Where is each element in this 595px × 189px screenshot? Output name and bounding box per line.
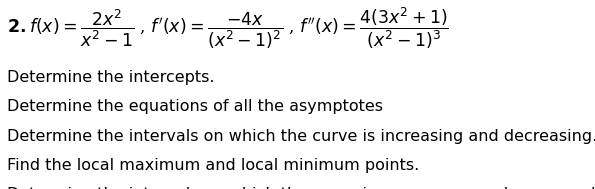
Text: Determine the intervals on which the curve is concave up and concave down.: Determine the intervals on which the cur… bbox=[7, 187, 595, 189]
Text: Determine the intervals on which the curve is increasing and decreasing.: Determine the intervals on which the cur… bbox=[7, 129, 595, 143]
Text: Determine the intercepts.: Determine the intercepts. bbox=[7, 70, 215, 85]
Text: Find the local maximum and local minimum points.: Find the local maximum and local minimum… bbox=[7, 158, 419, 173]
Text: Determine the equations of all the asymptotes: Determine the equations of all the asymp… bbox=[7, 99, 383, 114]
Text: $\mathbf{2.}$$f(x) = \dfrac{2x^2}{x^2-1}$ , $f'(x) = \dfrac{-4x}{(x^2-1)^2}$ , $: $\mathbf{2.}$$f(x) = \dfrac{2x^2}{x^2-1}… bbox=[7, 6, 449, 51]
